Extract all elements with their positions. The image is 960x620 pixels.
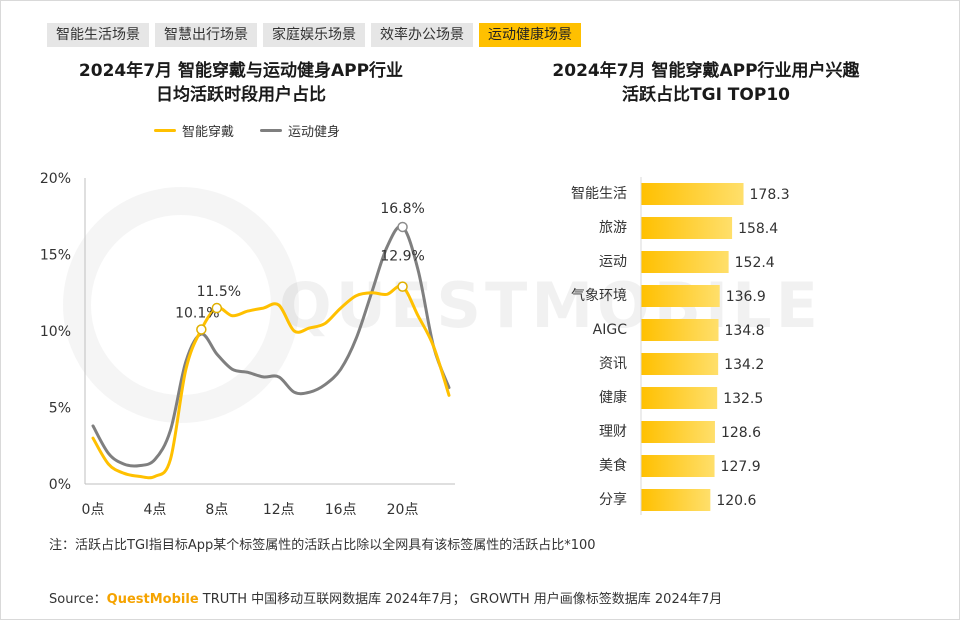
- y-tick-label: 0%: [49, 477, 71, 493]
- bar-category-label: 运动: [599, 254, 627, 270]
- bar-value-label: 132.5: [723, 391, 763, 407]
- line-chart-legend: 智能穿戴 运动健身: [154, 121, 340, 140]
- tab-office-efficiency[interactable]: 效率办公场景: [371, 23, 473, 47]
- x-tick-label: 8点: [205, 502, 228, 518]
- source-rest: TRUTH 中国移动互联网数据库 2024年7月； GROWTH 用户画像标签数…: [198, 592, 723, 607]
- legend-label-fitness: 运动健身: [288, 125, 341, 140]
- right-title-line1: 2024年7月 智能穿戴APP行业用户兴趣: [552, 61, 860, 81]
- y-tick-label: 20%: [40, 171, 71, 187]
- source-prefix: Source：: [49, 592, 107, 607]
- data-label: 12.9%: [380, 249, 424, 265]
- bar: [641, 285, 720, 307]
- bar-category-label: AIGC: [593, 322, 628, 338]
- bar-value-label: 178.3: [750, 187, 790, 203]
- bar: [641, 353, 719, 375]
- bar-category-label: 旅游: [599, 220, 627, 236]
- annotation-marker: [211, 302, 223, 314]
- x-tick-label: 4点: [143, 502, 166, 518]
- y-tick-label: 5%: [49, 401, 71, 417]
- series-line-fitness: [91, 224, 451, 468]
- legend-item-fitness: 运动健身: [260, 121, 340, 140]
- legend-label-wearable: 智能穿戴: [182, 125, 235, 140]
- bar-value-label: 120.6: [716, 493, 756, 509]
- annotation-marker: [397, 281, 408, 292]
- bar-value-label: 136.9: [726, 289, 766, 305]
- legend-swatch-fitness: [260, 129, 283, 132]
- bar-category-label: 美食: [599, 457, 627, 474]
- data-label: 10.1%: [175, 305, 219, 321]
- bar-value-label: 134.8: [725, 323, 765, 339]
- bar-category-label: 气象环境: [571, 288, 627, 304]
- left-title-line1: 2024年7月 智能穿戴与运动健身APP行业: [78, 61, 404, 81]
- data-label: 11.5%: [197, 284, 241, 300]
- tab-home-entertainment[interactable]: 家庭娱乐场景: [263, 23, 365, 47]
- x-tick-label: 0点: [82, 502, 105, 518]
- bar: [641, 421, 715, 443]
- x-tick-label: 20点: [387, 502, 419, 518]
- bar: [641, 319, 719, 341]
- tab-smart-travel[interactable]: 智慧出行场景: [155, 23, 257, 47]
- source-brand: QuestMobile: [106, 592, 199, 607]
- bar-value-label: 134.2: [724, 357, 764, 373]
- series-line-wearable: [91, 284, 451, 480]
- scene-tabs: 智能生活场景 智慧出行场景 家庭娱乐场景 效率办公场景 运动健康场景: [47, 23, 581, 47]
- source-line: Source：QuestMobile TRUTH 中国移动互联网数据库 2024…: [49, 588, 722, 607]
- bar-value-label: 127.9: [721, 459, 761, 475]
- y-tick-label: 15%: [40, 248, 71, 264]
- bar-value-label: 128.6: [721, 425, 761, 441]
- left-chart-title: 2024年7月 智能穿戴与运动健身APP行业 日均活跃时段用户占比: [41, 59, 441, 107]
- bar-category-label: 健康: [599, 389, 627, 406]
- annotation-marker: [196, 324, 207, 335]
- bar-value-label: 158.4: [738, 221, 778, 237]
- data-label: 16.8%: [380, 201, 424, 217]
- bar: [641, 489, 711, 511]
- tab-sports-health[interactable]: 运动健康场景: [479, 23, 581, 47]
- annotation-marker: [397, 221, 408, 233]
- bar: [641, 183, 744, 205]
- bar: [641, 251, 729, 273]
- right-chart-title: 2024年7月 智能穿戴APP行业用户兴趣 活跃占比TGI TOP10: [501, 59, 911, 107]
- charts-canvas: 0% 5% 10% 15% 20% 0点 4点 8点 12点 16点 20点 10.1% 11.5% 12…: [40, 171, 790, 518]
- footnote: 注：活跃占比TGI指目标App某个标签属性的活跃占比除以全网具有该标签属性的活跃…: [49, 538, 596, 553]
- legend-swatch-wearable: [154, 129, 176, 132]
- bar-value-label: 152.4: [735, 255, 775, 271]
- tab-smart-life[interactable]: 智能生活场景: [47, 23, 149, 47]
- bar: [641, 387, 718, 409]
- legend-item-wearable: 智能穿戴: [154, 121, 234, 140]
- right-title-line2: 活跃占比TGI TOP10: [622, 85, 790, 105]
- y-tick-label: 10%: [40, 324, 71, 340]
- x-tick-label: 12点: [263, 502, 295, 518]
- bar-category-label: 分享: [599, 491, 627, 508]
- x-tick-label: 16点: [325, 502, 357, 518]
- left-title-line2: 日均活跃时段用户占比: [156, 85, 326, 105]
- bar-category-label: 资讯: [599, 356, 627, 372]
- bar-category-label: 智能生活: [571, 186, 627, 202]
- bar: [641, 217, 733, 239]
- bar-category-label: 理财: [599, 424, 627, 440]
- bar: [641, 455, 715, 477]
